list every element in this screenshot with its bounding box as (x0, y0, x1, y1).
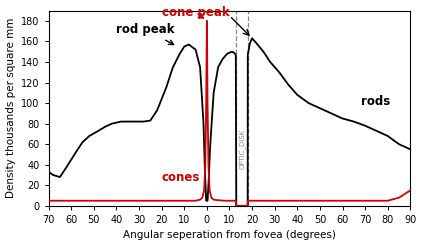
Text: cone peak: cone peak (162, 6, 230, 19)
X-axis label: Angular seperation from fovea (degrees): Angular seperation from fovea (degrees) (123, 231, 336, 240)
Text: rods: rods (360, 95, 390, 108)
Text: cones: cones (162, 171, 200, 184)
Y-axis label: Density thousands per square mm: Density thousands per square mm (5, 18, 16, 199)
Text: rod peak: rod peak (116, 23, 175, 45)
Text: OPTIC_DISK: OPTIC_DISK (238, 129, 245, 169)
